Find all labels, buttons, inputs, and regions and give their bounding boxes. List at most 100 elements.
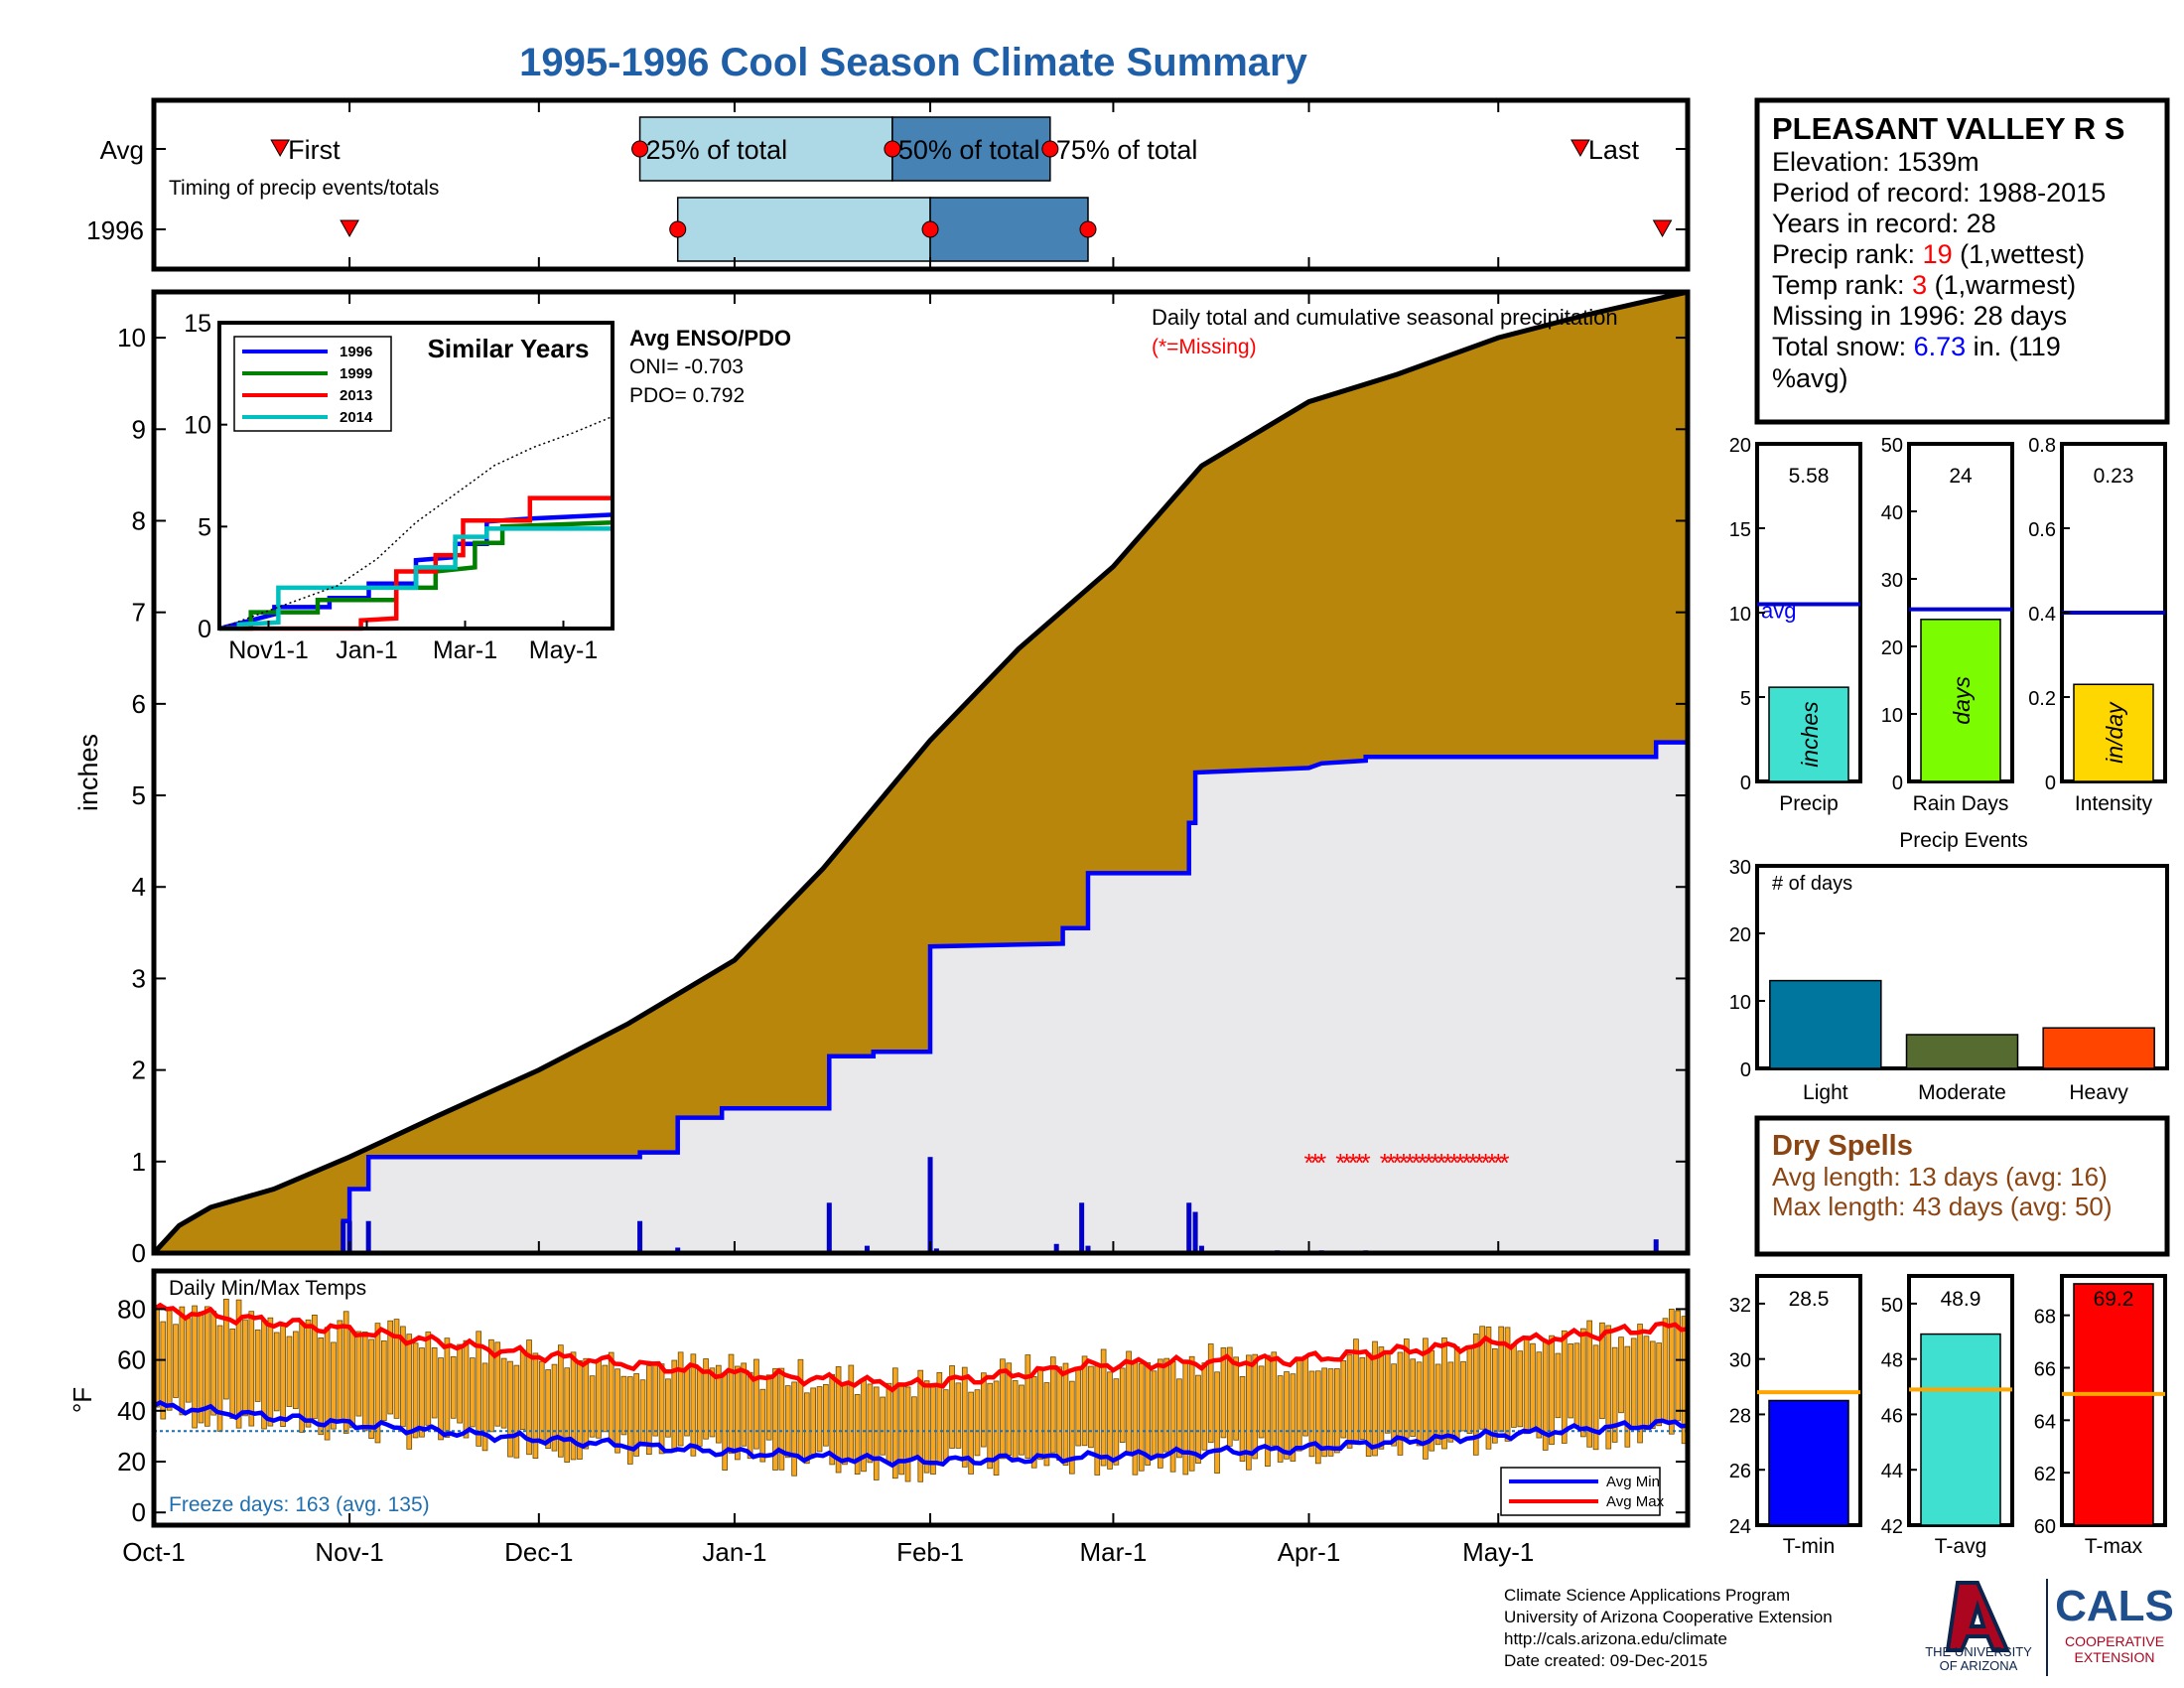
daily-temp-bar <box>816 1386 823 1453</box>
daily-temp-bar <box>810 1387 816 1455</box>
daily-temp-bar <box>583 1357 590 1450</box>
daily-temp-bar <box>1284 1371 1290 1460</box>
precip-events: Precip Events # of days Light Moderate Hea… <box>1729 829 2169 1104</box>
station-name: PLEASANT VALLEY R S <box>1772 111 2124 146</box>
daily-temp-bar <box>342 1311 349 1434</box>
daily-temp-bar <box>942 1389 949 1461</box>
events-title: Precip Events <box>1899 829 2028 852</box>
daily-temp-bar <box>267 1317 274 1427</box>
daily-temp-bar <box>1030 1375 1037 1469</box>
daily-temp-bar <box>368 1338 374 1440</box>
panel-ytick-label-raindays: 40 <box>1881 502 1903 524</box>
timing-dot-p75-y1996 <box>1079 220 1097 238</box>
main-ytick-label: 0 <box>132 1238 146 1268</box>
missing-marker: * <box>1348 1148 1358 1178</box>
daily-temp-bar <box>1346 1354 1353 1449</box>
daily-temp-bar <box>406 1334 413 1450</box>
daily-temp-bar <box>765 1374 772 1441</box>
daily-precip-bar <box>341 1220 346 1253</box>
daily-temp-bar <box>1252 1353 1259 1460</box>
panel-ytick-label-tmin: 26 <box>1729 1461 1751 1482</box>
panel-bar-raindays <box>1920 619 2001 782</box>
daily-precip-bar <box>365 1220 371 1253</box>
similar-years-inset: Similar Years 1996 1999 2013 2014 0 5 10 15 Nov… <box>184 310 614 664</box>
timing-triangle-last-avg <box>1570 139 1590 158</box>
daily-temp-bar <box>1081 1355 1088 1447</box>
temp-ytick-label: 40 <box>117 1396 146 1426</box>
temp-plot-frame <box>151 1268 1691 1528</box>
missing-marker: * <box>1342 1148 1352 1178</box>
missing-marker: * <box>1493 1148 1503 1178</box>
daily-temp-bar <box>981 1372 987 1448</box>
daily-temp-bar <box>1466 1345 1473 1435</box>
station-info: PLEASANT VALLEY R S Elevation: 1539m Per… <box>1754 97 2170 425</box>
inset-xtick-label: Nov1-1 <box>228 636 309 664</box>
daily-temp-bar <box>867 1383 874 1464</box>
daily-temp-bar <box>235 1299 242 1429</box>
daily-precip-bar <box>927 1157 933 1253</box>
temp-ytick-label: 0 <box>132 1497 146 1527</box>
daily-temp-bar <box>1340 1360 1347 1439</box>
daily-temp-bar <box>886 1382 892 1463</box>
precip-rank-value: 19 <box>1923 239 1953 269</box>
daily-temp-bar <box>608 1351 614 1444</box>
daily-temp-bar <box>1302 1355 1308 1437</box>
missing-marker: * <box>1399 1148 1409 1178</box>
daily-temp-bar <box>488 1338 494 1433</box>
events-ytick-label: 0 <box>1740 1059 1751 1081</box>
daily-temp-bar <box>1479 1326 1485 1430</box>
daily-temp-bar <box>1132 1360 1139 1476</box>
missing-marker: * <box>1436 1148 1446 1178</box>
station-snow-pct: %avg) <box>1772 363 1848 393</box>
daily-temp-bar <box>312 1314 318 1420</box>
daily-temp-bar <box>1410 1358 1417 1437</box>
daily-temp-bar <box>961 1366 968 1468</box>
ua-logo-line2: OF ARIZONA <box>1940 1658 2018 1673</box>
missing-marker: * <box>1405 1148 1415 1178</box>
daily-temp-bar <box>1056 1366 1062 1462</box>
daily-temp-bar <box>374 1323 381 1444</box>
daily-temp-bar <box>1100 1348 1107 1467</box>
inset-legend-label-1996: 1996 <box>340 344 372 360</box>
daily-temp-bar <box>1359 1356 1366 1440</box>
daily-temp-bar <box>968 1391 974 1475</box>
events-ytick-label: 20 <box>1729 924 1751 946</box>
station-period: Period of record: 1988-2015 <box>1772 178 2106 208</box>
daily-temp-bar <box>286 1336 293 1407</box>
panel-ytick-label-intensity: 0 <box>2045 773 2056 794</box>
daily-temp-bar <box>626 1376 633 1465</box>
missing-marker: * <box>1316 1148 1326 1178</box>
daily-temp-bar <box>273 1332 280 1412</box>
daily-temp-bar <box>500 1357 507 1429</box>
daily-temp-bar <box>633 1373 639 1457</box>
daily-temp-bar <box>602 1364 609 1433</box>
daily-temp-bar <box>1214 1371 1220 1475</box>
main-ytick-label: 3 <box>132 963 146 993</box>
panel-ytick-label-intensity: 0.6 <box>2028 519 2056 541</box>
daily-temp-bar <box>803 1392 810 1465</box>
station-precip-rank: Precip rank: 19 (1,wettest) <box>1772 239 2085 269</box>
daily-temp-bar <box>1258 1365 1265 1439</box>
panel-tavg: 48.9 42 44 46 48 50 T-avg <box>1881 1274 2014 1558</box>
temp-ytick-label: 60 <box>117 1345 146 1375</box>
daily-temp-bar <box>646 1365 652 1456</box>
daily-temp-bar <box>160 1321 167 1420</box>
daily-temp-bar <box>1384 1351 1391 1434</box>
ua-logo: THE UNIVERSITY OF ARIZONA <box>1925 1581 2032 1673</box>
daily-temp-bar <box>955 1382 962 1449</box>
station-snow: Total snow: 6.73 in. (119 <box>1772 332 2061 361</box>
main-ylabel: inches <box>73 734 103 811</box>
station-years: Years in record: 28 <box>1772 209 1996 238</box>
footer-line2: University of Arizona Cooperative Extens… <box>1504 1608 1833 1626</box>
daily-temp-bar <box>735 1365 741 1461</box>
temp-ytick-label: 80 <box>117 1294 146 1324</box>
inset-ytick-label: 15 <box>184 310 211 338</box>
main-ytick-label: 2 <box>132 1055 146 1085</box>
timing-dot-p25-y1996 <box>669 220 687 238</box>
daily-temp-bar <box>179 1306 186 1416</box>
panel-ytick-label-tmin: 24 <box>1729 1516 1751 1538</box>
daily-temp-bar <box>1327 1368 1334 1457</box>
main-plot-frame <box>151 289 1691 1256</box>
panel-label-raindays: Rain Days <box>1913 792 2009 815</box>
